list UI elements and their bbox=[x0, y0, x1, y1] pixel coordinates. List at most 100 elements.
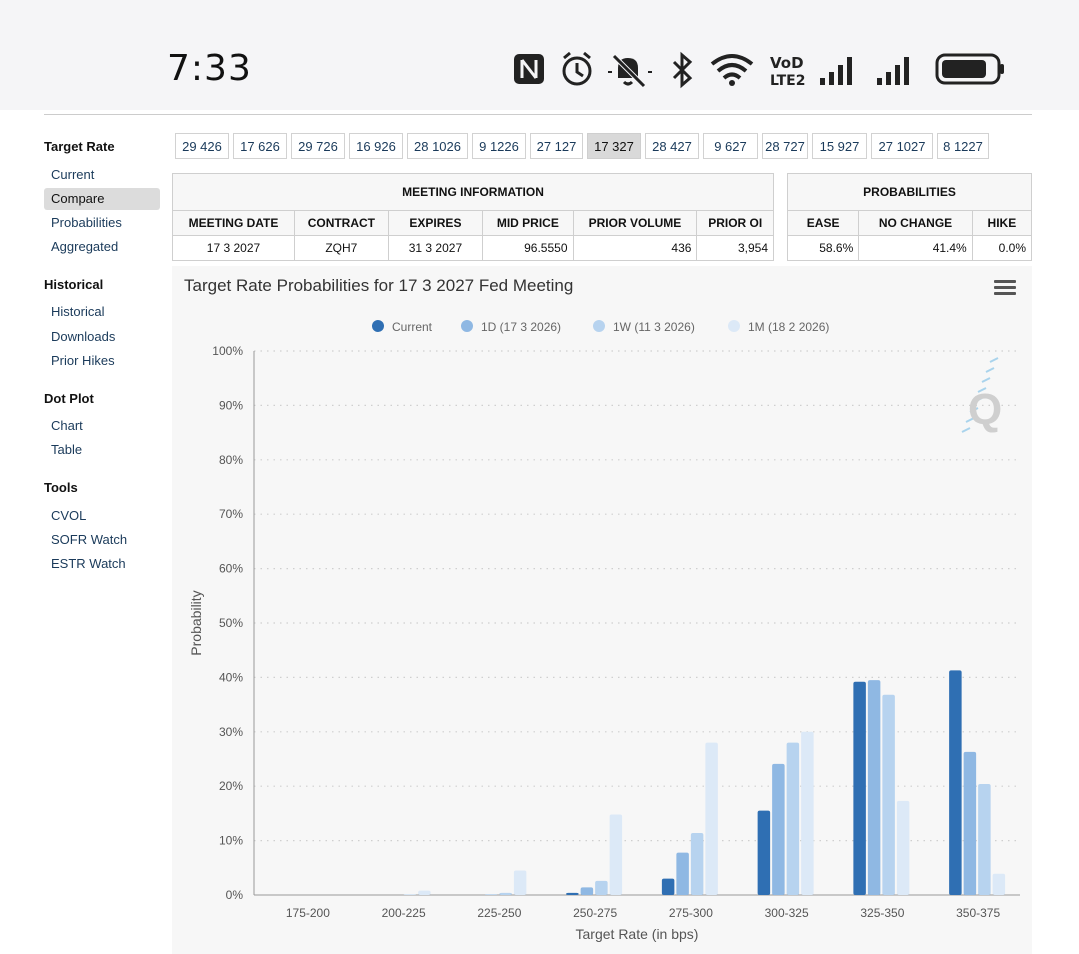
sidebar-section-title: Historical bbox=[44, 277, 104, 292]
bar bbox=[992, 873, 1006, 895]
bar bbox=[418, 890, 431, 895]
svg-text:Q: Q bbox=[968, 385, 1002, 434]
bar bbox=[896, 800, 910, 895]
y-tick-label: 30% bbox=[219, 725, 243, 739]
legend-item[interactable]: 1M (18 2 2026) bbox=[728, 320, 829, 334]
y-tick-label: 50% bbox=[219, 616, 243, 630]
tab-28-1026[interactable]: 28 1026 bbox=[407, 133, 468, 159]
sidebar-item-current[interactable]: Current bbox=[51, 167, 95, 182]
chart-menu-icon[interactable] bbox=[994, 279, 1016, 297]
sidebar-item-chart[interactable]: Chart bbox=[51, 418, 83, 433]
bar bbox=[580, 887, 594, 895]
sidebar-item-table[interactable]: Table bbox=[51, 442, 83, 457]
x-tick-label: 225-250 bbox=[477, 906, 521, 920]
bar bbox=[403, 894, 417, 895]
bar bbox=[609, 814, 623, 895]
bar bbox=[513, 870, 527, 895]
prior-volume-value: 436 bbox=[572, 235, 698, 261]
meeting-date-value: 17 3 2027 bbox=[172, 235, 295, 261]
bar bbox=[676, 852, 689, 895]
bar bbox=[978, 784, 991, 895]
bar bbox=[963, 751, 977, 895]
legend-item[interactable]: 1W (11 3 2026) bbox=[593, 320, 695, 334]
legend-label: 1W (11 3 2026) bbox=[613, 320, 695, 334]
bar bbox=[484, 894, 498, 895]
divider bbox=[44, 114, 1032, 115]
logo-watermark-icon: Q bbox=[961, 357, 1002, 434]
tab-15-927[interactable]: 15 927 bbox=[812, 133, 867, 159]
meeting-info-table: MEETING INFORMATION MEETING DATE CONTRAC… bbox=[172, 173, 774, 261]
sidebar-section-title: Dot Plot bbox=[44, 391, 94, 406]
status-time: 7:33 bbox=[167, 48, 252, 89]
hike-value: 0.0% bbox=[971, 235, 1033, 261]
bar bbox=[949, 670, 962, 895]
y-tick-label: 0% bbox=[226, 888, 244, 902]
legend-dot-icon bbox=[728, 320, 740, 332]
sidebar-item-cvol[interactable]: CVOL bbox=[51, 508, 87, 523]
bar bbox=[801, 731, 814, 895]
tab-9-1226[interactable]: 9 1226 bbox=[472, 133, 526, 159]
x-tick-label: 175-200 bbox=[286, 906, 330, 920]
chart-title: Target Rate Probabilities for 17 3 2027 … bbox=[184, 276, 574, 295]
battery-icon bbox=[935, 53, 1004, 85]
bar bbox=[757, 810, 771, 895]
legend-dot-icon bbox=[593, 320, 605, 332]
ease-value: 58.6% bbox=[786, 235, 860, 261]
tab-29-426[interactable]: 29 426 bbox=[175, 133, 229, 159]
tab-29-726[interactable]: 29 726 bbox=[291, 133, 345, 159]
sidebar-item-downloads[interactable]: Downloads bbox=[51, 329, 116, 344]
bar bbox=[786, 742, 800, 895]
legend-dot-icon bbox=[372, 320, 384, 332]
tab-17-626[interactable]: 17 626 bbox=[233, 133, 287, 159]
sidebar-item-prior-hikes[interactable]: Prior Hikes bbox=[51, 353, 115, 368]
legend-label: Current bbox=[392, 320, 433, 334]
nfc-icon bbox=[514, 54, 544, 84]
probabilities-title: PROBABILITIES bbox=[787, 173, 1032, 211]
bar bbox=[661, 878, 675, 895]
signal-icon bbox=[820, 57, 852, 85]
tab-17-327[interactable]: 17 327 bbox=[587, 133, 641, 159]
sidebar-item-probabilities[interactable]: Probabilities bbox=[51, 215, 122, 230]
svg-text:LTE2: LTE2 bbox=[770, 73, 805, 89]
tab-28-427[interactable]: 28 427 bbox=[645, 133, 699, 159]
x-tick-label: 300-325 bbox=[765, 906, 809, 920]
sidebar-section-title: Target Rate bbox=[44, 139, 115, 154]
bar bbox=[867, 680, 881, 895]
tab-8-1227[interactable]: 8 1227 bbox=[937, 133, 989, 159]
bar bbox=[690, 832, 704, 895]
mid-price-value: 96.5550 bbox=[482, 235, 574, 261]
tab-9-627[interactable]: 9 627 bbox=[703, 133, 758, 159]
alarm-icon bbox=[562, 51, 592, 86]
x-axis-title: Target Rate (in bps) bbox=[576, 926, 699, 942]
sidebar-item-compare[interactable]: Compare bbox=[44, 188, 160, 210]
mute-bell-icon bbox=[608, 54, 652, 88]
sidebar-item-historical[interactable]: Historical bbox=[51, 304, 105, 319]
y-axis-title: Probability bbox=[188, 590, 204, 655]
sidebar-item-sofr-watch[interactable]: SOFR Watch bbox=[51, 532, 128, 547]
x-tick-label: 200-225 bbox=[382, 906, 426, 920]
bluetooth-icon bbox=[672, 51, 693, 89]
sidebar-item-estr-watch[interactable]: ESTR Watch bbox=[51, 556, 126, 571]
tab-27-127[interactable]: 27 127 bbox=[530, 133, 583, 159]
sidebar-section-title: Tools bbox=[44, 480, 78, 495]
legend-item[interactable]: 1D (17 3 2026) bbox=[461, 320, 561, 334]
sidebar-item-aggregated[interactable]: Aggregated bbox=[51, 239, 119, 254]
bar bbox=[499, 892, 512, 895]
bar bbox=[772, 763, 785, 895]
col-expires: EXPIRES bbox=[387, 210, 484, 236]
y-tick-label: 70% bbox=[219, 507, 243, 521]
col-ease: EASE bbox=[786, 210, 860, 236]
col-prior-oi: PRIOR OI bbox=[696, 210, 774, 236]
y-tick-label: 20% bbox=[219, 779, 243, 793]
probabilities-table: PROBABILITIES EASE NO CHANGE HIKE 58.6% … bbox=[786, 173, 1033, 261]
expires-value: 31 3 2027 bbox=[387, 235, 484, 261]
svg-text:VoD: VoD bbox=[770, 54, 804, 72]
tab-27-1027[interactable]: 27 1027 bbox=[871, 133, 933, 159]
tab-28-727[interactable]: 28 727 bbox=[762, 133, 808, 159]
legend-item[interactable]: Current bbox=[372, 320, 432, 334]
y-tick-label: 40% bbox=[219, 670, 243, 684]
bar bbox=[595, 880, 608, 895]
tab-16-926[interactable]: 16 926 bbox=[349, 133, 403, 159]
legend-label: 1D (17 3 2026) bbox=[481, 320, 562, 334]
